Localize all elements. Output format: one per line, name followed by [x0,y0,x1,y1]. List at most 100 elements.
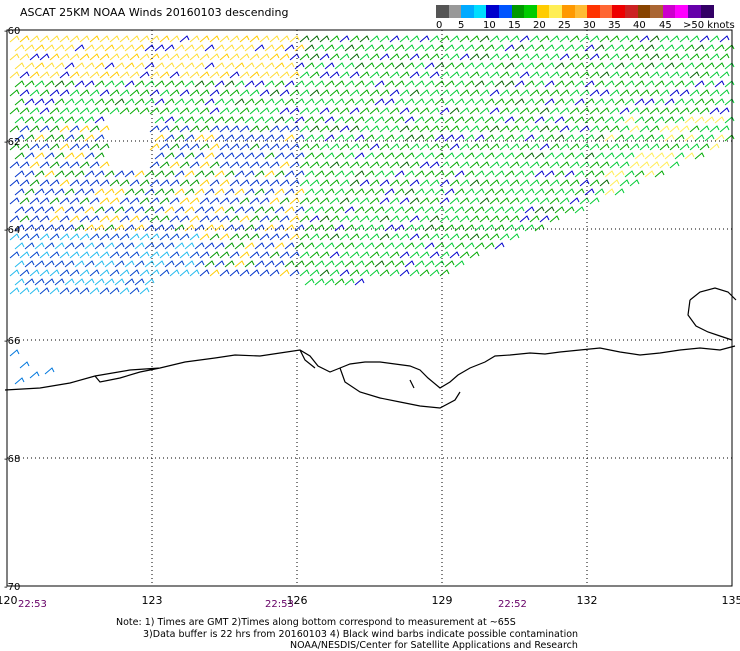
wind-barb [535,117,544,123]
wind-barb [115,171,124,177]
wind-barb [530,180,539,186]
wind-barb [175,99,184,105]
wind-barb [35,243,44,249]
wind-barb [85,81,94,87]
wind-barb [245,135,254,141]
wind-barb [370,198,379,204]
wind-barb [65,189,74,195]
wind-barb [265,207,274,213]
wind-barb [10,90,19,96]
wind-barb [175,207,184,213]
wind-barb [420,126,429,132]
wind-barb [340,270,349,276]
wind-barb [515,225,524,231]
wind-barb [595,81,604,87]
wind-barb [300,126,309,132]
wind-barb [135,189,144,195]
wind-barb [530,126,539,132]
wind-barb [465,45,474,51]
wind-barb [80,234,89,240]
wind-barb [600,180,609,186]
wind-barb [330,36,339,42]
wind-barb [90,54,99,60]
wind-barb [580,90,589,96]
wind-barb [390,270,399,276]
wind-barb [630,162,639,168]
wind-barb [305,225,314,231]
wind-barb [535,99,544,105]
wind-barb [235,63,244,69]
wind-barb [325,243,334,249]
wind-barb [180,198,189,204]
wind-barb [600,162,609,168]
wind-barb [275,261,284,267]
wind-barb [90,216,99,222]
wind-barb [15,45,24,51]
wind-barb [420,72,429,78]
wind-barb [405,243,414,249]
wind-barb [480,198,489,204]
wind-barb [180,54,189,60]
wind-barb [185,45,194,51]
wind-barb [610,54,619,60]
wind-barb [615,45,624,51]
wind-barb [540,216,549,222]
wind-barb [395,135,404,141]
wind-barb [245,153,254,159]
wind-barb [305,171,314,177]
wind-barb [360,270,369,276]
wind-barb [370,54,379,60]
wind-barb [660,90,669,96]
wind-barb [260,36,269,42]
wind-barb [525,225,534,231]
wind-barb [135,81,144,87]
wind-barb [415,171,424,177]
wind-barb [440,234,449,240]
wind-barb [685,153,694,159]
wind-barb [485,207,494,213]
wind-barb [165,207,174,213]
wind-barb [175,171,184,177]
wind-barb [100,90,109,96]
wind-barb [460,108,469,114]
wind-barb [360,162,369,168]
wind-barb [430,36,439,42]
wind-barb [110,198,119,204]
wind-barb [110,90,119,96]
wind-barb [215,45,224,51]
wind-barb [110,234,119,240]
wind-barb [60,54,69,60]
wind-barb [210,54,219,60]
wind-barb [230,90,239,96]
wind-barb [315,81,324,87]
wind-barb [65,171,74,177]
wind-barb [695,81,704,87]
wind-barb [700,72,709,78]
wind-barb [255,81,264,87]
wind-barb [520,216,529,222]
wind-barb [205,171,214,177]
wind-barb [295,207,304,213]
wind-barb [175,225,184,231]
wind-barb [550,144,559,150]
wind-barb [565,117,574,123]
wind-barb [160,126,169,132]
wind-barb [425,63,434,69]
wind-barb [350,54,359,60]
wind-barb [185,189,194,195]
wind-barb [490,162,499,168]
wind-barb [330,72,339,78]
wind-barb [470,162,479,168]
wind-barb [560,144,569,150]
wind-barb [560,108,569,114]
wind-barb [50,36,59,42]
wind-barb [710,90,719,96]
wind-barb [50,144,59,150]
wind-barb [115,225,124,231]
wind-barb [120,252,129,258]
wind-barb [195,243,204,249]
wind-barb [295,189,304,195]
wind-barb [420,36,429,42]
note-line-1: Note: 1) Times are GMT 2)Times along bot… [116,617,516,628]
wind-barb [450,180,459,186]
